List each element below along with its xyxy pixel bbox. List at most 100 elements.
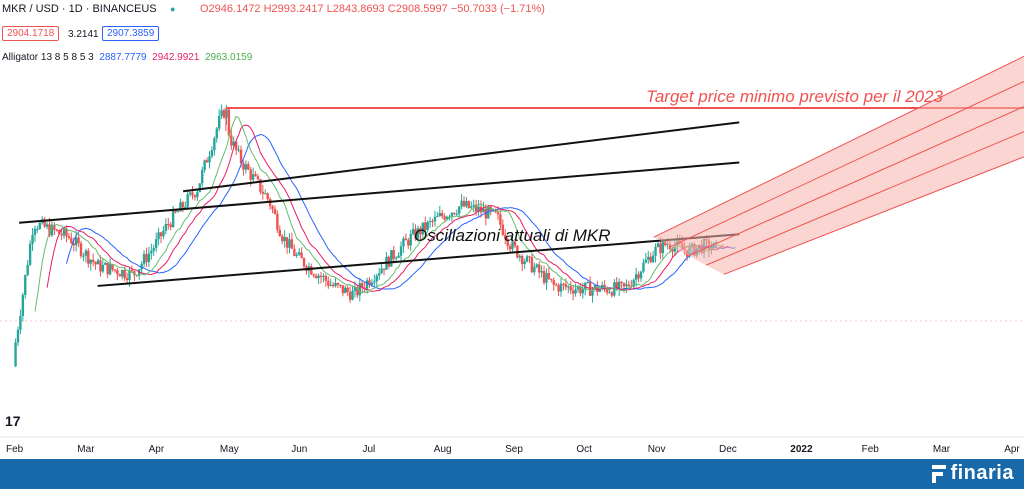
- market-status-icon: ●: [170, 4, 176, 14]
- candle-body: [453, 212, 456, 214]
- candle-body: [625, 284, 628, 287]
- candle-body: [511, 241, 514, 250]
- candle-body: [28, 243, 32, 265]
- x-tick-label: Apr: [149, 444, 165, 455]
- candle-body: [428, 220, 432, 222]
- candle-body: [247, 164, 250, 170]
- candle-body: [419, 228, 422, 235]
- trend-channel-line: [19, 161, 740, 224]
- candle-body: [339, 284, 342, 286]
- x-tick-label: Jun: [291, 444, 307, 455]
- candle-body: [535, 264, 538, 268]
- candle-body: [70, 237, 73, 244]
- candle-body: [125, 278, 129, 281]
- candle-body: [545, 273, 548, 283]
- projection-fan-area: [653, 56, 1024, 275]
- candle-body: [58, 230, 61, 234]
- candle-body: [567, 286, 570, 288]
- target-annotation: Target price minimo previsto per il 2023: [646, 87, 944, 106]
- candle-body: [336, 283, 340, 285]
- price-chart[interactable]: Feb Mar Apr May Jun Jul Aug Sep Oct Nov Dec 2022 Feb…: [0, 0, 1024, 459]
- candle-body: [300, 252, 303, 259]
- candle-body: [552, 279, 555, 285]
- candle-body: [222, 110, 226, 118]
- candle-body: [533, 267, 536, 273]
- candle-body: [256, 176, 260, 180]
- candle-body: [297, 252, 301, 255]
- candle-body: [445, 216, 449, 220]
- candle-body: [504, 234, 507, 240]
- candle-body: [230, 135, 233, 146]
- candle-body: [426, 221, 429, 230]
- candle-body: [288, 239, 291, 248]
- candle-body: [116, 270, 119, 275]
- candle-body: [130, 270, 134, 272]
- candle-body: [617, 281, 621, 290]
- candle-body: [649, 256, 652, 263]
- candle-body: [319, 275, 323, 277]
- candle-body: [399, 246, 403, 256]
- alligator-legend[interactable]: Alligator 13 8 5 8 5 3 2887.7779 2942.99…: [2, 52, 252, 63]
- candle-body: [43, 219, 46, 227]
- candle-body: [438, 212, 441, 217]
- x-tick-label: Feb: [862, 444, 880, 455]
- candle-body: [314, 275, 318, 279]
- candle-body: [157, 232, 160, 240]
- candle-body: [14, 342, 17, 367]
- candle-body: [324, 275, 328, 281]
- candle-body: [397, 255, 400, 258]
- candle-body: [31, 234, 34, 244]
- candle-body: [213, 138, 216, 151]
- candle-body: [525, 256, 529, 262]
- alligator-jaw-value: 2887.7779: [99, 52, 147, 63]
- finaria-mark-icon: [932, 464, 947, 483]
- alligator-name: Alligator 13 8 5 8 5 3: [2, 52, 94, 63]
- finaria-logo[interactable]: finaria: [932, 462, 1014, 485]
- candle-body: [36, 228, 39, 230]
- x-tick-label: Feb: [6, 444, 24, 455]
- candle-body: [496, 212, 500, 215]
- candle-body: [264, 193, 267, 195]
- candle-body: [380, 268, 383, 274]
- candle-body: [283, 237, 286, 242]
- candle-body: [521, 255, 524, 265]
- symbol-title[interactable]: MKR / USD · 1D · BINANCEUS: [2, 3, 157, 15]
- candle-body: [159, 232, 163, 237]
- alligator-lips-line: [34, 115, 724, 312]
- candle-body: [77, 237, 80, 244]
- candle-body: [104, 262, 107, 265]
- candle-body: [331, 284, 335, 287]
- candle-body: [460, 200, 463, 207]
- candle-body: [65, 228, 68, 237]
- projection-fan-line: [688, 106, 1024, 257]
- candle-body: [540, 271, 543, 273]
- candle-body: [249, 169, 252, 180]
- candle-body: [671, 248, 674, 252]
- candle-body: [276, 213, 279, 230]
- bid-price-tag[interactable]: 2904.1718: [2, 26, 60, 41]
- candle-body: [647, 256, 650, 260]
- x-tick-label: Jul: [363, 444, 376, 455]
- x-tick-label: May: [220, 444, 239, 455]
- candle-body: [259, 179, 262, 192]
- candle-body: [377, 273, 381, 276]
- candle-body: [455, 213, 458, 215]
- alligator-lips-value: 2963.0159: [204, 52, 253, 63]
- candle-body: [33, 228, 37, 235]
- footer-bar: finaria: [0, 459, 1024, 489]
- candle-body: [642, 262, 645, 272]
- candle-body: [373, 281, 376, 283]
- candle-body: [21, 294, 25, 316]
- candle-body: [414, 229, 417, 239]
- candle-body: [588, 281, 592, 296]
- candle-body: [295, 254, 298, 256]
- candle-body: [111, 264, 114, 270]
- candle-body: [312, 274, 315, 276]
- ask-price-tag[interactable]: 2907.3859: [102, 26, 160, 41]
- candle-body: [84, 250, 88, 256]
- candle-body: [654, 246, 657, 256]
- candle-body: [542, 271, 546, 283]
- candle-body: [208, 156, 211, 163]
- candle-body: [79, 243, 83, 257]
